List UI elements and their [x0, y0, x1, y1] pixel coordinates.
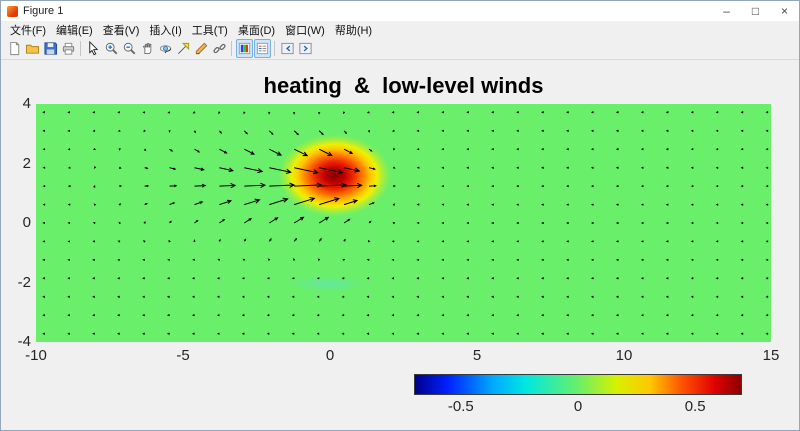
minimize-button[interactable]: – [723, 4, 730, 18]
y-tick-label: 2 [22, 154, 31, 172]
cold-anomaly-patch [287, 275, 367, 293]
link-plot-icon[interactable] [211, 39, 228, 58]
y-tick-label: 4 [22, 95, 31, 112]
y-tick-label: -2 [17, 273, 31, 291]
maximize-button[interactable]: □ [751, 4, 760, 18]
menu-edit[interactable]: 编辑(E) [56, 24, 93, 37]
toolbar [1, 38, 799, 60]
y-tick-label: 0 [22, 214, 31, 231]
print-figure-icon[interactable] [60, 39, 77, 58]
x-tick-label: 15 [762, 347, 780, 364]
brush-data-icon[interactable] [193, 39, 210, 58]
show-plot-tools-icon[interactable] [297, 39, 314, 58]
toolbar-separator [231, 41, 232, 56]
menu-desktop[interactable]: 桌面(D) [237, 24, 276, 37]
y-tick-label: -4 [17, 333, 31, 350]
plot-title: heating & low-level winds [263, 73, 544, 98]
window-controls: – □ × [712, 1, 799, 21]
window-title: Figure 1 [23, 5, 64, 17]
pan-icon[interactable] [139, 39, 156, 58]
menu-help[interactable]: 帮助(H) [334, 24, 373, 37]
menu-window[interactable]: 窗口(W) [285, 24, 325, 37]
insert-legend-icon[interactable] [253, 39, 271, 58]
x-tick-label: 10 [615, 347, 633, 364]
colorbar-tick-label: 0 [573, 398, 583, 415]
figure-app-icon [7, 5, 18, 17]
plot-area [36, 104, 771, 342]
menu-insert[interactable]: 插入(I) [149, 24, 182, 37]
colorbar-tick-label: -0.5 [447, 398, 474, 415]
save-figure-icon[interactable] [42, 39, 59, 58]
colorbar [414, 374, 742, 395]
zoom-in-icon[interactable] [103, 39, 120, 58]
zoom-out-icon[interactable] [121, 39, 138, 58]
data-cursor-icon[interactable] [175, 39, 192, 58]
rotate-3d-icon[interactable] [157, 39, 174, 58]
open-file-icon[interactable] [24, 39, 41, 58]
x-tick-label: -5 [176, 347, 190, 364]
wind-quiver-arrows [42, 111, 769, 335]
close-button[interactable]: × [780, 4, 788, 18]
x-tick-label: 5 [472, 347, 482, 364]
colorbar-tick-label: 0.5 [684, 398, 706, 415]
x-tick-label: -10 [25, 347, 47, 364]
heating-blob [271, 129, 398, 222]
hide-plot-tools-icon[interactable] [279, 39, 296, 58]
x-tick-label: 0 [325, 347, 335, 364]
insert-colorbar-icon[interactable] [235, 39, 253, 58]
new-file-icon[interactable] [6, 39, 23, 58]
toolbar-separator [274, 41, 275, 56]
edit-plot-icon[interactable] [85, 39, 102, 58]
toolbar-separator [80, 41, 81, 56]
menu-tools[interactable]: 工具(T) [191, 24, 228, 37]
menu-file[interactable]: 文件(F) [10, 24, 47, 37]
title-bar: Figure 1 – □ × [1, 1, 799, 21]
menu-view[interactable]: 查看(V) [102, 24, 140, 37]
menu-bar: 文件(F) 编辑(E) 查看(V) 插入(I) 工具(T) 桌面(D) 窗口(W) 帮助(H) [1, 21, 799, 38]
